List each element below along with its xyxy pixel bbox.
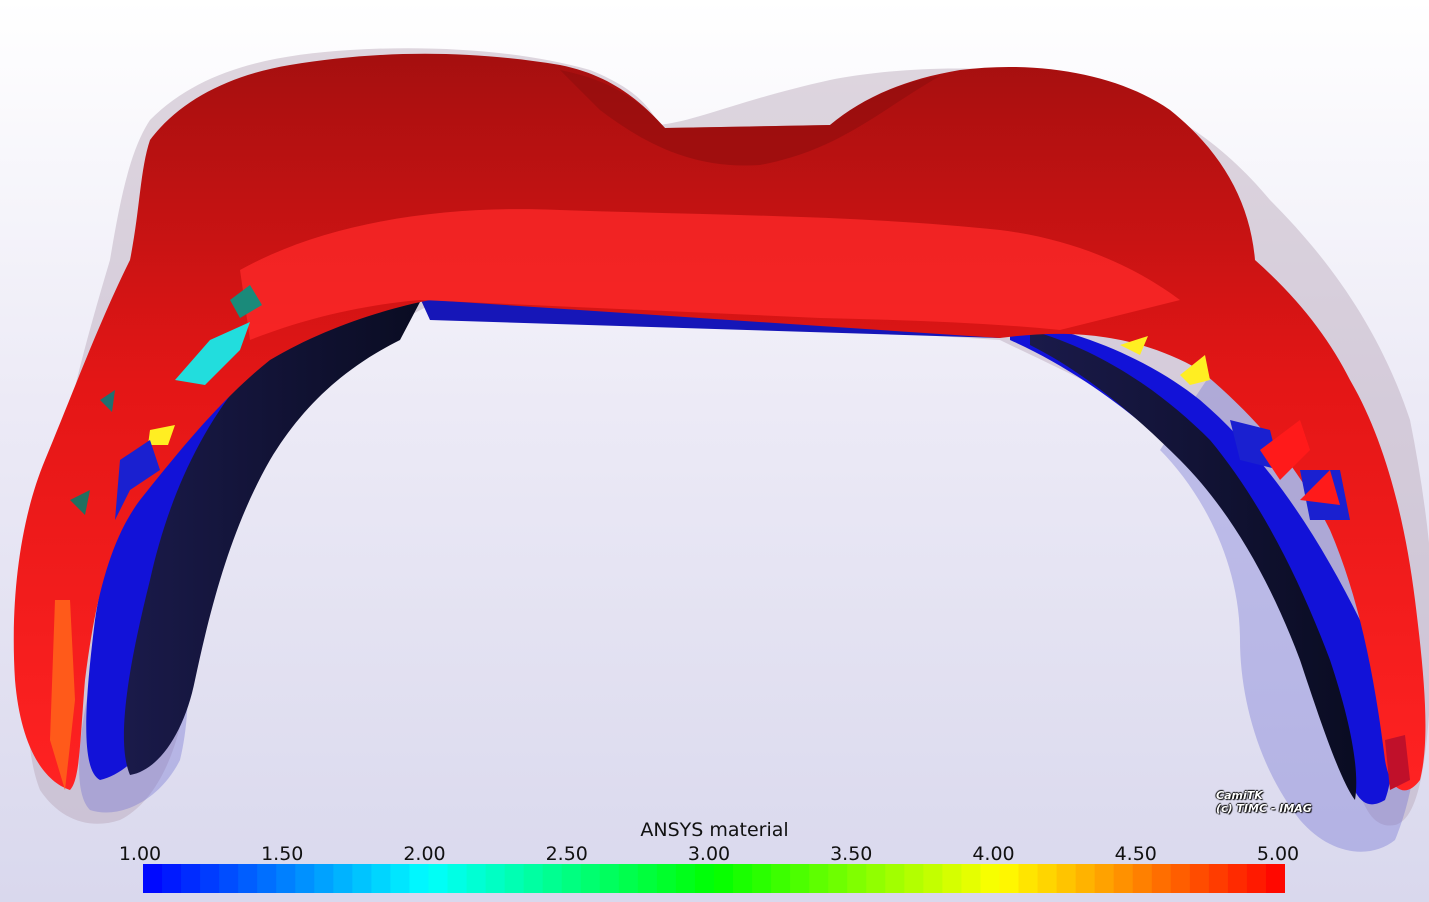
color-band [942,864,963,893]
tick-label: 1.00 [118,843,162,865]
color-band [999,864,1020,893]
watermark: CamiTK (c) TIMC - IMAG [1216,789,1312,815]
color-band [885,864,905,893]
rim-band [240,209,1180,340]
color-band [618,864,639,893]
color-band [847,864,867,893]
color-band [1151,864,1172,893]
scalar-bar-title: ANSYS material [640,819,789,841]
color-band [923,864,943,893]
color-band [1113,864,1134,893]
color-band [314,864,334,893]
color-band [466,864,487,893]
tick-label: 2.50 [545,843,588,865]
tick-label: 3.00 [687,843,731,865]
color-band [143,864,163,893]
color-band [238,864,258,893]
color-band [257,864,277,893]
color-band [752,864,772,893]
color-band [181,864,201,893]
color-band [333,864,353,893]
color-band [1094,864,1115,893]
color-band [352,864,372,893]
color-band [714,864,734,893]
color-band [733,864,753,893]
color-band [1189,864,1210,893]
color-band [390,864,411,893]
color-band [961,864,982,893]
color-band [1037,864,1058,893]
color-band [447,864,468,893]
color-band [1208,864,1229,893]
scalar-bar [143,864,1285,893]
color-band [866,864,886,893]
tick-label: 4.50 [1114,843,1157,865]
tick-label: 1.50 [261,843,304,865]
top-shadow [560,70,940,166]
tick-label: 5.00 [1256,843,1300,865]
color-band [809,864,829,893]
color-band [276,864,296,893]
color-band [599,864,620,893]
color-band [295,864,315,893]
color-band [904,864,924,893]
color-band [694,864,715,893]
color-band [1227,864,1248,893]
color-band [409,864,430,893]
tick-label: 4.00 [972,843,1015,865]
color-band [828,864,848,893]
color-band [637,864,658,893]
inner-dark-left [123,302,420,775]
watermark-line-1: CamiTK [1216,789,1263,802]
color-band [200,864,220,893]
color-band [162,864,182,893]
color-band [523,864,544,893]
color-band [1132,864,1153,893]
material-patches [50,285,1410,790]
color-band [790,864,810,893]
color-band [1246,864,1267,893]
color-band [504,864,525,893]
color-band [1018,864,1039,893]
color-band [1075,864,1096,893]
color-band [656,864,677,893]
color-band [371,864,392,893]
tick-label: 3.50 [830,843,873,865]
color-band [1170,864,1191,893]
color-band [485,864,506,893]
color-band [428,864,449,893]
inner-dark-right [1030,330,1357,800]
tick-label: 2.00 [403,843,446,865]
color-band [580,864,601,893]
color-band [542,864,563,893]
color-band [980,864,1001,893]
color-band [1265,864,1285,893]
color-band [771,864,791,893]
color-band [561,864,582,893]
color-band [1056,864,1077,893]
scalar-bar-ticks: 1.00 1.50 2.00 2.50 3.00 3.50 4.00 4.50 5.00 [0,843,1429,865]
color-band [219,864,239,893]
color-band [675,864,696,893]
watermark-line-2: (c) TIMC - IMAG [1216,802,1312,815]
